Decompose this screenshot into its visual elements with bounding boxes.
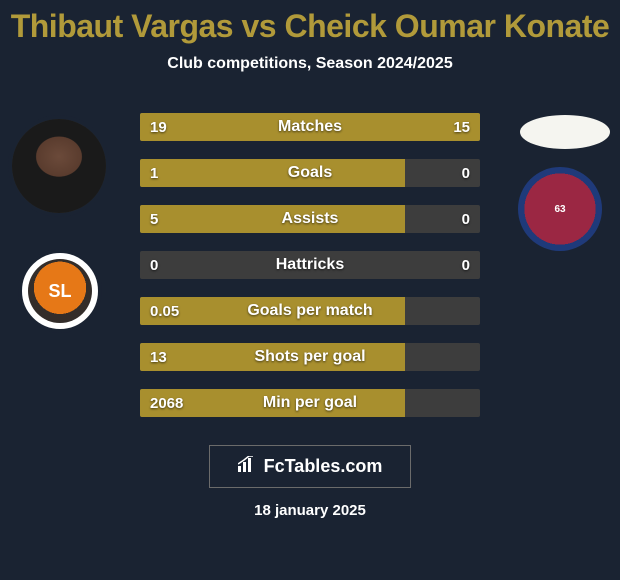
stat-row: 0Hattricks0 (140, 251, 480, 279)
stat-row: 0.05Goals per match (140, 297, 480, 325)
player-left-avatar (8, 115, 110, 217)
club-badge-right-abbrev: 63 (554, 204, 565, 215)
club-badge-left-abbrev: SL (28, 259, 92, 323)
stat-label: Shots per goal (140, 343, 480, 371)
stat-value-right: 0 (462, 205, 470, 233)
stat-value-right: 15 (453, 113, 470, 141)
date-label: 18 january 2025 (0, 502, 620, 519)
stat-row: 1Goals0 (140, 159, 480, 187)
brand-box[interactable]: FcTables.com (209, 445, 412, 488)
chart-icon (238, 456, 256, 477)
stat-value-right: 0 (462, 159, 470, 187)
stat-value-right: 0 (462, 251, 470, 279)
club-badge-left: SL (18, 249, 102, 333)
stat-row: 2068Min per goal (140, 389, 480, 417)
brand-label: FcTables.com (264, 456, 383, 477)
club-badge-right: 63 (518, 167, 602, 251)
stat-label: Matches (140, 113, 480, 141)
page-subtitle: Club competitions, Season 2024/2025 (0, 55, 620, 73)
stat-label: Goals (140, 159, 480, 187)
avatar-placeholder-icon (12, 119, 106, 213)
player-right-avatar (520, 115, 610, 149)
stat-bars-container: 19Matches151Goals05Assists00Hattricks00.… (140, 113, 480, 435)
stat-row: 5Assists0 (140, 205, 480, 233)
stat-label: Min per goal (140, 389, 480, 417)
page-title: Thibaut Vargas vs Cheick Oumar Konate (0, 8, 620, 45)
stat-label: Assists (140, 205, 480, 233)
stat-row: 19Matches15 (140, 113, 480, 141)
stat-row: 13Shots per goal (140, 343, 480, 371)
comparison-chart: SL 63 19Matches151Goals05Assists00Hattri… (0, 105, 620, 435)
stat-label: Goals per match (140, 297, 480, 325)
stat-label: Hattricks (140, 251, 480, 279)
